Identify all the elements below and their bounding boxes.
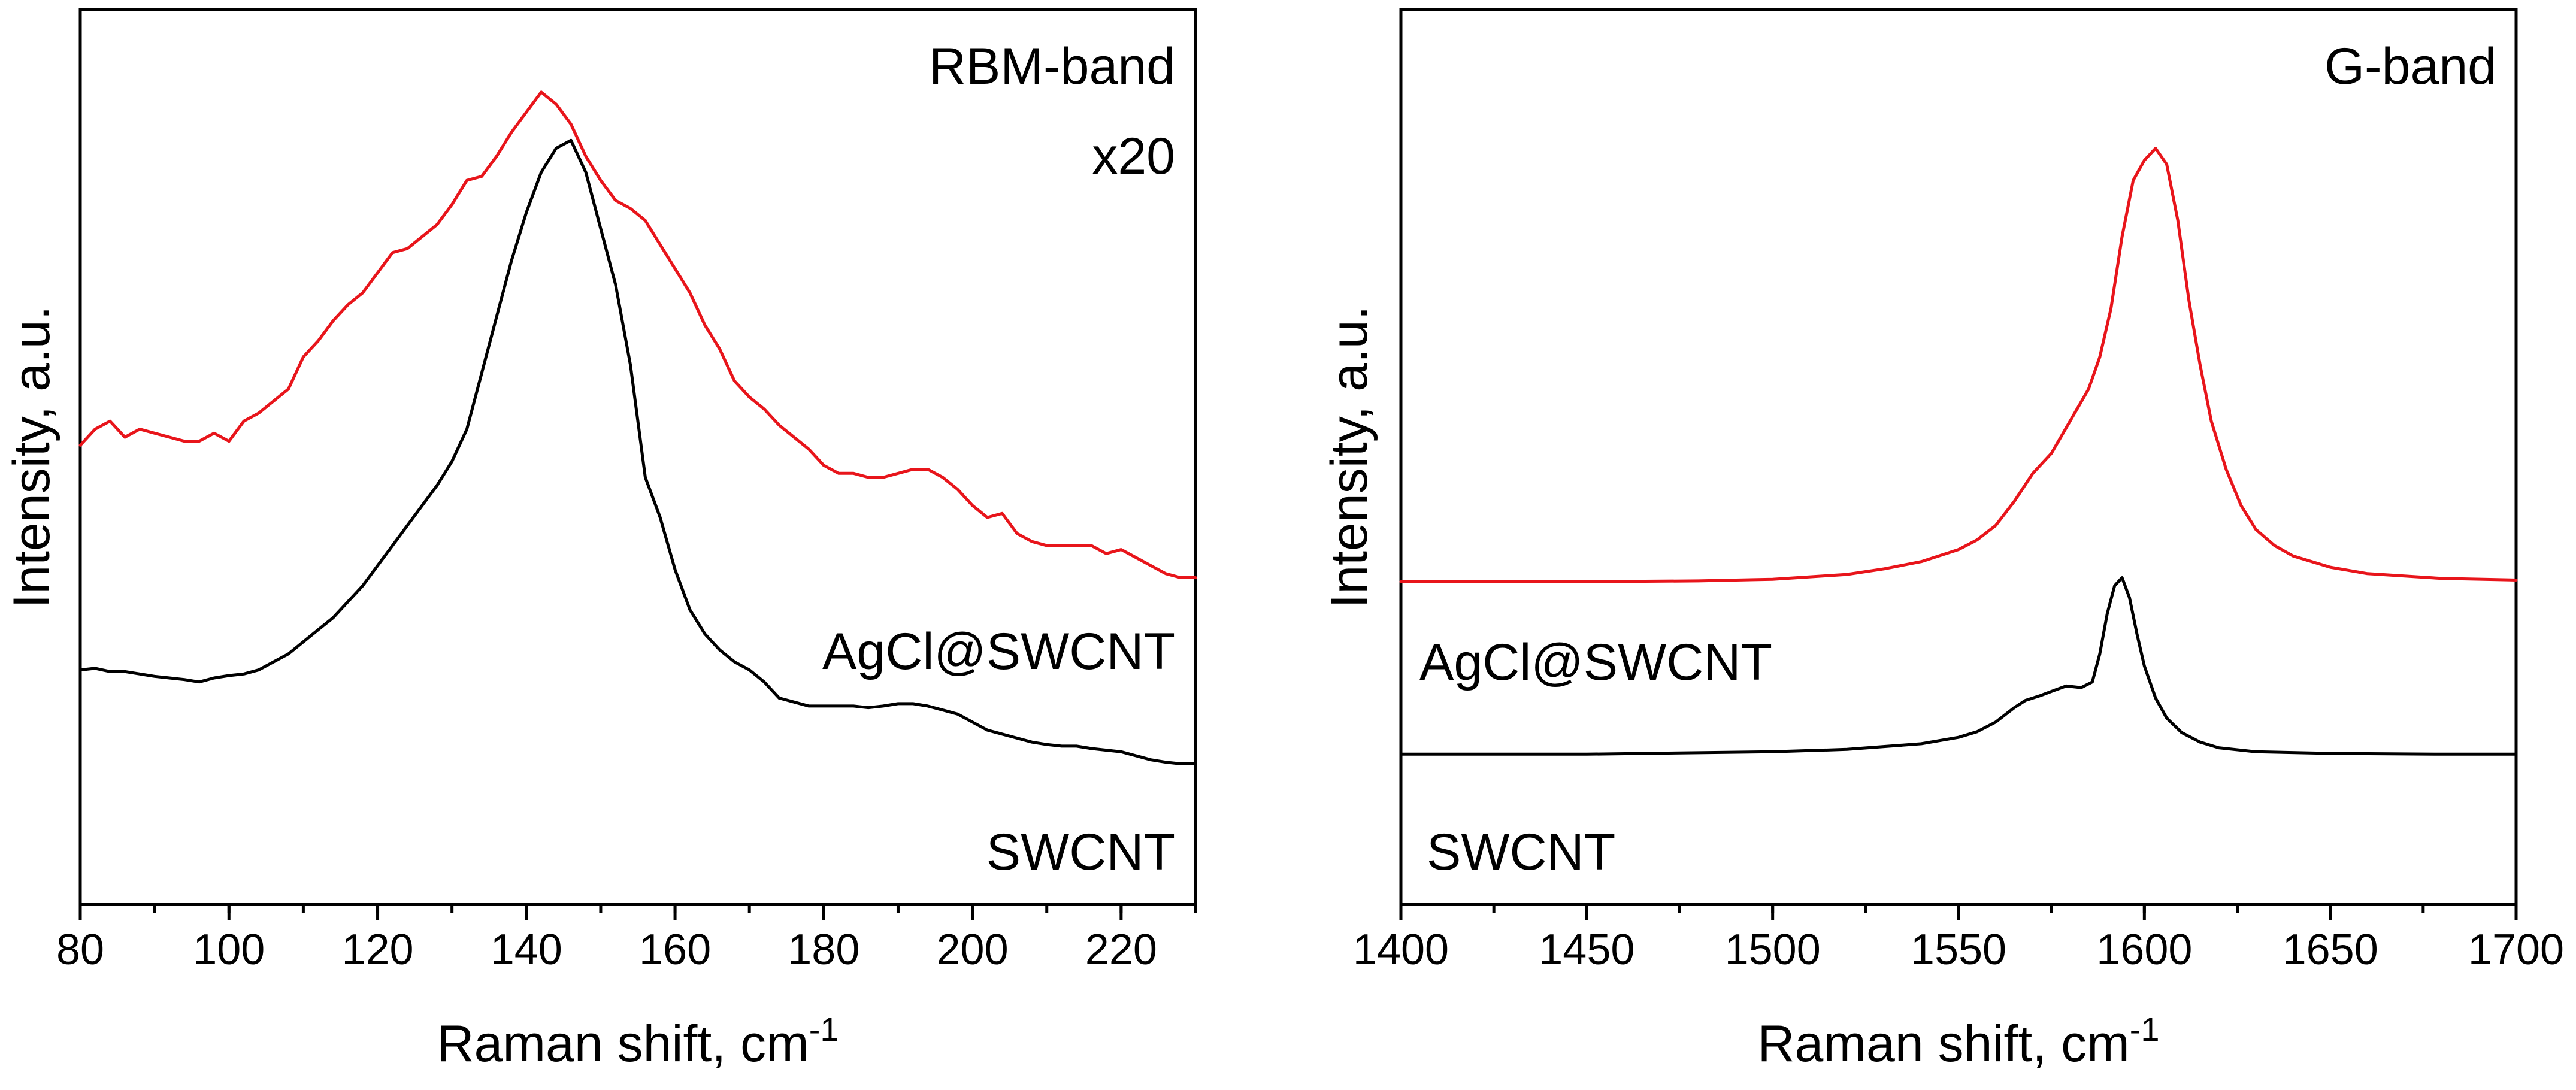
x-axis-title: Raman shift, cm-1 (1757, 1010, 2159, 1073)
legend-swcnt: SWCNT (1427, 823, 1615, 881)
series-group (1399, 147, 2518, 756)
x-tick-label: 120 (341, 926, 413, 974)
x-tick-label: 1700 (2468, 926, 2564, 974)
x-tick-label: 220 (1085, 926, 1157, 974)
plot-frame (78, 8, 1197, 906)
x-axis-ticks: 80 100 120 140 160 180 200 220 (56, 904, 1197, 974)
x-axis-title-text: Raman shift, cm (1757, 1015, 2129, 1073)
y-axis-title: Intensity, a.u. (1321, 305, 1378, 608)
x-tick-label: 100 (193, 926, 265, 974)
series-line-agcl-swcnt (78, 90, 1197, 579)
x-axis-title: Raman shift, cm-1 (437, 1010, 839, 1073)
g-band-panel: 1400 1450 1500 1550 1600 1650 1700 G-band AgCl… (1321, 8, 2564, 1073)
x-tick-label: 1550 (1911, 926, 2006, 974)
y-axis-title: Intensity, a.u. (3, 305, 60, 608)
x-axis-title-text: Raman shift, cm (437, 1015, 809, 1073)
series-line-swcnt (1399, 576, 2518, 756)
x-tick-label: 180 (788, 926, 859, 974)
x-axis-title-superscript: -1 (2130, 1010, 2160, 1048)
legend-agcl-swcnt: AgCl@SWCNT (822, 623, 1175, 680)
legend-agcl-swcnt: AgCl@SWCNT (1419, 634, 1772, 691)
x-axis-ticks: 1400 1450 1500 1550 1600 1650 1700 (1353, 904, 2564, 974)
x-tick-label: 80 (56, 926, 104, 974)
x-tick-label: 200 (937, 926, 1009, 974)
x-tick-label: 140 (491, 926, 562, 974)
legend-swcnt: SWCNT (986, 823, 1175, 881)
series-group (78, 90, 1197, 765)
x-tick-label: 1400 (1353, 926, 1449, 974)
x-tick-label: 1600 (2096, 926, 2192, 974)
band-label: G-band (2324, 38, 2496, 95)
series-line-agcl-swcnt (1399, 147, 2518, 583)
x-tick-label: 160 (639, 926, 711, 974)
rbm-band-panel: 80 100 120 140 160 180 200 220 RBM-band x20 AgC… (3, 8, 1197, 1073)
x-tick-label: 1500 (1725, 926, 1821, 974)
band-label: RBM-band (929, 38, 1175, 95)
series-line-swcnt (78, 138, 1197, 765)
x-tick-label: 1650 (2283, 926, 2378, 974)
x-tick-label: 1450 (1539, 926, 1634, 974)
x-axis-title-superscript: -1 (809, 1010, 839, 1048)
scale-label: x20 (1092, 128, 1175, 185)
